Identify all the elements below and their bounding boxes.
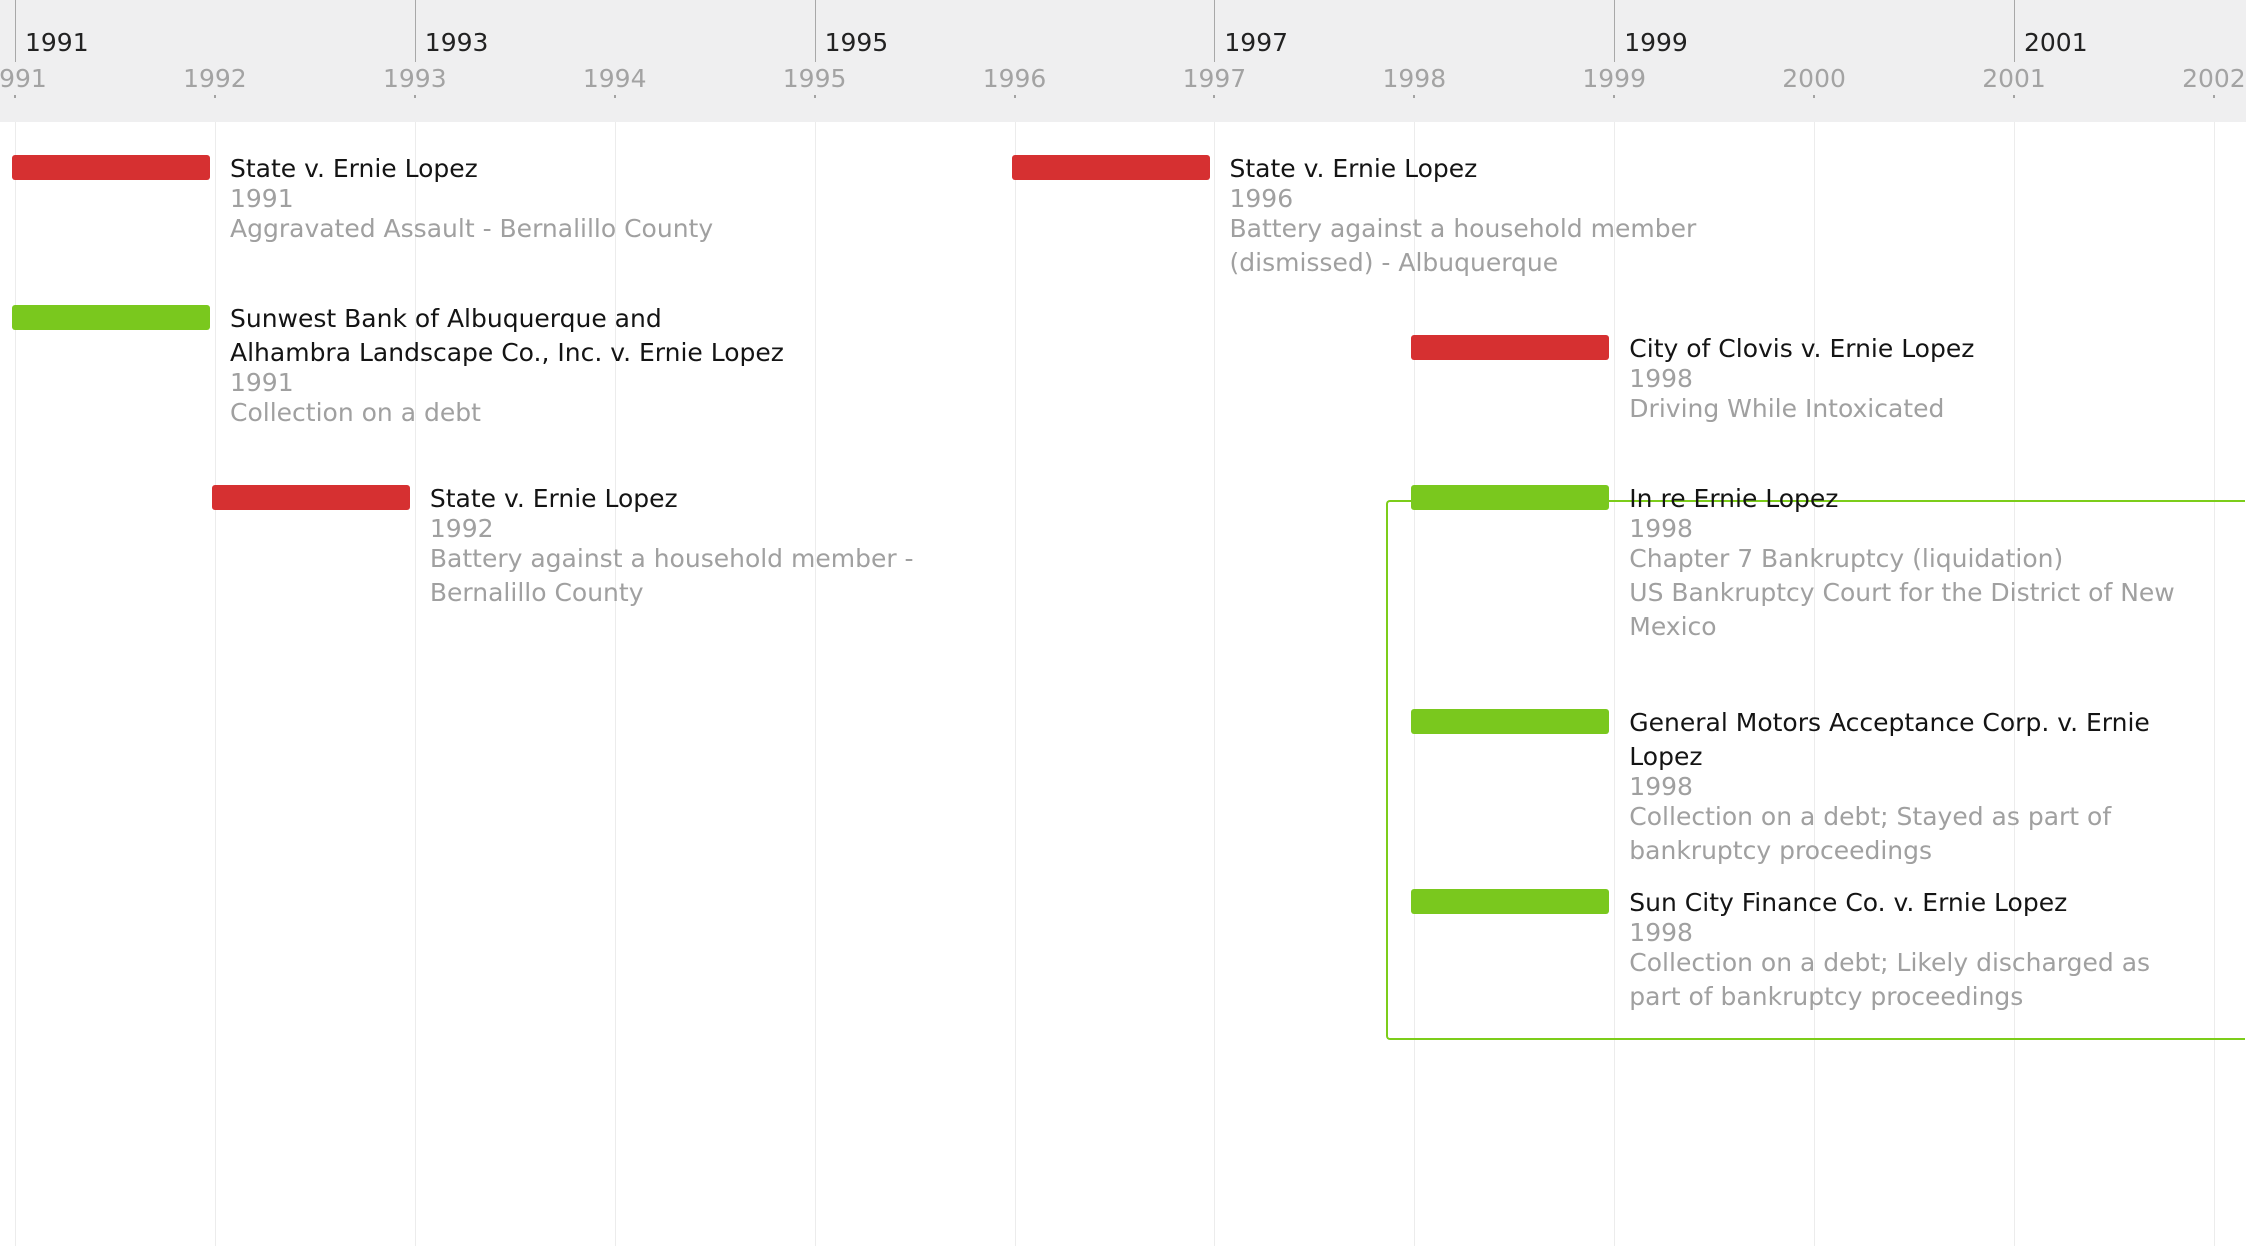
- grid-line: [1014, 122, 1016, 1246]
- axis-major-divider: [414, 0, 416, 62]
- axis-major-label: 1999: [1624, 28, 1688, 57]
- grid-line: [2213, 122, 2215, 1246]
- event-description: Chapter 7 Bankruptcy (liquidation) US Ba…: [1629, 544, 2175, 641]
- axis-minor-label: 1994: [582, 64, 647, 93]
- event-description: Collection on a debt: [230, 398, 481, 427]
- axis-major-divider: [15, 0, 16, 62]
- axis-minor-label: 2002: [2182, 64, 2246, 93]
- event-item[interactable]: State v. Ernie Lopez 1992 Battery against …: [430, 482, 930, 610]
- axis-minor-label: 1997: [1182, 64, 1247, 93]
- event-bar[interactable]: [1411, 335, 1610, 360]
- axis-minor-tick: [1213, 95, 1216, 98]
- event-item[interactable]: Sunwest Bank of Albuquerque and Alhambra…: [230, 302, 790, 430]
- event-item[interactable]: State v. Ernie Lopez 1996 Battery against …: [1230, 152, 1710, 280]
- event-item[interactable]: Sun City Finance Co. v. Ernie Lopez 1998 C…: [1629, 886, 2189, 1014]
- grid-line: [2014, 122, 2015, 1246]
- axis-minor-tick: [1413, 95, 1416, 98]
- event-bar[interactable]: [1411, 889, 1610, 914]
- event-title: General Motors Acceptance Corp. v. Ernie…: [1629, 708, 2150, 771]
- event-date: 1992: [429, 514, 494, 543]
- axis-minor-tick: [1013, 95, 1016, 98]
- axis-major-divider: [1614, 0, 1616, 62]
- event-description: Collection on a debt; Stayed as part of …: [1629, 802, 2112, 865]
- grid-line: [614, 122, 616, 1246]
- axis-minor-tick: [1813, 95, 1816, 98]
- event-title: Sunwest Bank of Albuquerque and Alhambra…: [230, 304, 784, 367]
- axis-minor-tick: [213, 95, 216, 98]
- grid-line: [1814, 122, 1816, 1246]
- event-date: 1991: [230, 184, 294, 213]
- axis-major-label: 1991: [25, 28, 89, 57]
- grid-line: [1414, 122, 1416, 1246]
- axis-major-label: 1993: [424, 28, 489, 57]
- grid-line: [814, 122, 816, 1246]
- event-description: Driving While Intoxicated: [1629, 394, 1945, 423]
- event-title: State v. Ernie Lopez: [1229, 154, 1478, 183]
- event-title: In re Ernie Lopez: [1629, 484, 1839, 513]
- event-item[interactable]: General Motors Acceptance Corp. v. Ernie…: [1629, 706, 2209, 868]
- event-date: 1998: [1629, 364, 1693, 393]
- axis-minor-label: 1998: [1382, 64, 1447, 93]
- axis-major-label: 2001: [2024, 28, 2088, 57]
- axis-minor-tick: [14, 95, 16, 98]
- event-item[interactable]: City of Clovis v. Ernie Lopez 1998 Driving…: [1629, 332, 2149, 426]
- event-description: Aggravated Assault - Bernalillo County: [230, 214, 714, 243]
- grid-line: [414, 122, 416, 1246]
- event-item[interactable]: In re Ernie Lopez 1998 Chapter 7 Bankruptc…: [1629, 482, 2189, 644]
- axis-minor-label: 1995: [782, 64, 847, 93]
- axis-minor-label: 1991: [0, 64, 47, 93]
- axis-minor-tick: [1613, 95, 1616, 98]
- event-date: 1991: [230, 368, 294, 397]
- axis-minor-tick: [413, 95, 416, 98]
- axis-minor-tick: [813, 95, 816, 98]
- event-title: City of Clovis v. Ernie Lopez: [1629, 334, 1975, 363]
- axis-major-divider: [1214, 0, 1216, 62]
- event-date: 1996: [1229, 184, 1294, 213]
- axis-minor-label: 1992: [183, 64, 247, 93]
- event-title: State v. Ernie Lopez: [429, 484, 678, 513]
- axis-minor-label: 1999: [1582, 64, 1646, 93]
- event-description: Collection on a debt; Likely discharged …: [1629, 948, 2151, 1011]
- event-description: Battery against a household member - Ber…: [429, 544, 914, 607]
- axis-minor-label: 2001: [1982, 64, 2046, 93]
- bankruptcy-group-outline: [1386, 500, 2245, 1040]
- event-bar[interactable]: [1411, 709, 1610, 734]
- axis-major-label: 1995: [824, 28, 889, 57]
- event-bar[interactable]: [211, 485, 410, 510]
- event-date: 1998: [1629, 514, 1693, 543]
- axis-minor-tick: [2212, 95, 2215, 98]
- event-bar[interactable]: [12, 155, 210, 180]
- grid-line: [214, 122, 216, 1246]
- axis-major-divider: [814, 0, 816, 62]
- axis-minor-tick: [613, 95, 616, 98]
- event-date: 1998: [1629, 918, 1693, 947]
- event-description: Battery against a household member (dism…: [1229, 214, 1697, 277]
- grid-line: [1614, 122, 1616, 1246]
- event-date: 1998: [1629, 772, 1693, 801]
- event-bar[interactable]: [12, 305, 210, 330]
- timeline-axis[interactable]: 1991 1992 1993 1994 1995 1996 1997 1998 1999 2000…: [0, 0, 2246, 122]
- grid-line: [1214, 122, 1216, 1246]
- axis-minor-tick: [2013, 95, 2015, 98]
- event-item[interactable]: State v. Ernie Lopez 1991 Aggravated Assau…: [230, 152, 930, 246]
- axis-major-label: 1997: [1224, 28, 1289, 57]
- axis-major-divider: [2014, 0, 2015, 62]
- event-bar[interactable]: [1011, 155, 1210, 180]
- axis-minor-label: 1996: [982, 64, 1047, 93]
- event-bar[interactable]: [1411, 485, 1610, 510]
- axis-minor-label: 1993: [382, 64, 447, 93]
- event-title: State v. Ernie Lopez: [230, 154, 478, 183]
- grid-line: [15, 122, 16, 1246]
- event-title: Sun City Finance Co. v. Ernie Lopez: [1629, 888, 2068, 917]
- axis-minor-label: 2000: [1782, 64, 1846, 93]
